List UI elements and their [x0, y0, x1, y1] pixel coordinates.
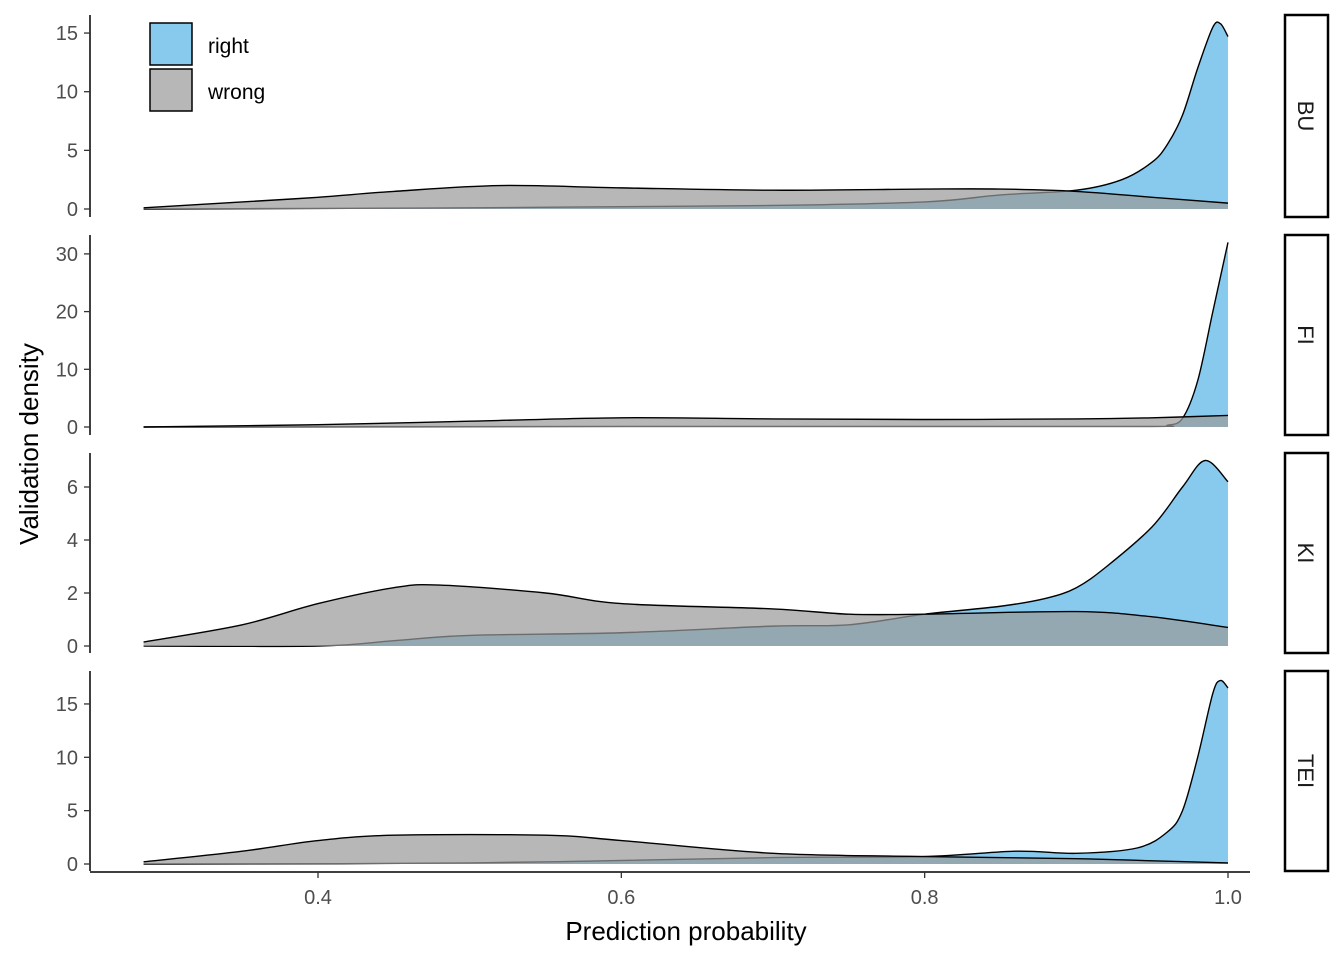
facet-strip-label: BU: [1293, 101, 1318, 132]
y-tick-label: 0: [67, 636, 78, 658]
x-tick-label: 1.0: [1214, 887, 1242, 909]
panels: 0 5 10 15 BU 0 10 20 30 FI 0 2 4 6 KI 0 5 10 15 TEI: [56, 13, 1330, 876]
density-line-wrong: [143, 833, 1229, 864]
y-tick-label: 10: [56, 747, 78, 769]
y-tick-label: 0: [67, 854, 78, 876]
y-tick-label: 4: [67, 530, 78, 552]
y-tick-label: 10: [56, 82, 78, 104]
y-tick-label: 30: [56, 244, 78, 266]
y-tick-label: 6: [67, 477, 78, 499]
legend-label-right: right: [208, 35, 249, 58]
y-axis-title: Validation density: [14, 343, 44, 545]
y-tick-label: 0: [67, 417, 78, 439]
facet-FI: 0 10 20 30 FI: [56, 233, 1330, 439]
y-tick-label: 5: [67, 140, 78, 162]
facet-KI: 0 2 4 6 KI: [67, 451, 1330, 658]
legend-key-wrong: [149, 68, 193, 112]
density-line-wrong: [143, 414, 1229, 428]
density-line-right: [143, 21, 1229, 210]
facet-strip: [1283, 669, 1330, 873]
facet-strip-label: TEI: [1293, 754, 1318, 788]
x-tick-label: 0.4: [304, 887, 332, 909]
y-tick-label: 2: [67, 583, 78, 605]
y-tick-label: 10: [56, 359, 78, 381]
density-line-wrong: [143, 184, 1229, 209]
density-area-wrong: [143, 415, 1228, 427]
density-area-wrong: [143, 584, 1228, 646]
facet-strip-label: KI: [1293, 543, 1318, 564]
density-line-wrong: [143, 583, 1229, 643]
density-area-right: [143, 242, 1228, 427]
facet-strip: [1283, 451, 1330, 655]
facet-BU: 0 5 10 15 BU: [56, 13, 1330, 221]
density-area-wrong: [143, 834, 1228, 864]
density-area-right: [143, 22, 1228, 210]
y-tick-label: 15: [56, 23, 78, 45]
x-axis: 0.4 0.6 0.8 1.0: [90, 871, 1250, 909]
facet-TEI: 0 5 10 15 TEI: [56, 669, 1330, 876]
y-tick-label: 15: [56, 694, 78, 716]
legend-label-wrong: wrong: [207, 81, 265, 104]
y-tick-label: 5: [67, 801, 78, 823]
legend: right wrong: [149, 22, 265, 112]
x-tick-label: 0.6: [607, 887, 635, 909]
density-line-right: [143, 242, 1229, 428]
y-tick-label: 20: [56, 302, 78, 324]
legend-key-right: [149, 22, 193, 66]
x-tick-label: 0.8: [911, 887, 939, 909]
density-area-wrong: [143, 185, 1228, 209]
y-tick-label: 0: [67, 199, 78, 221]
facet-strip-label: FI: [1293, 325, 1318, 345]
density-area-right: [143, 680, 1228, 864]
density-line-right: [143, 679, 1229, 865]
facet-strip: [1283, 13, 1330, 219]
x-axis-title: Prediction probability: [565, 916, 806, 946]
facet-strip: [1283, 233, 1330, 437]
